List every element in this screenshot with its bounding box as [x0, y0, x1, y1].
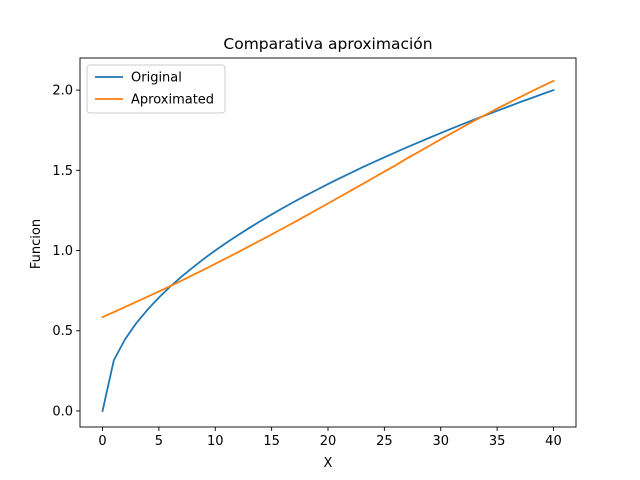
y-tick-label: 0.5 — [52, 324, 73, 339]
x-tick-label: 25 — [376, 434, 393, 449]
x-tick-label: 15 — [263, 434, 280, 449]
legend-label-aproximated: Aproximated — [131, 93, 214, 108]
legend-label-original: Original — [131, 71, 182, 86]
x-tick-label: 20 — [320, 434, 337, 449]
x-tick-label: 40 — [545, 434, 562, 449]
y-tick-label: 2.0 — [52, 84, 73, 99]
x-tick-label: 5 — [155, 434, 163, 449]
x-tick-label: 10 — [207, 434, 224, 449]
y-tick-label: 1.5 — [52, 164, 73, 179]
x-tick-label: 30 — [432, 434, 449, 449]
y-tick-label: 1.0 — [52, 244, 73, 259]
y-tick-label: 0.0 — [52, 404, 73, 419]
chart-title: Comparativa aproximación — [223, 35, 432, 53]
x-tick-label: 35 — [489, 434, 506, 449]
series-line-aproximated — [101, 79, 555, 319]
y-axis-label: Funcion — [29, 219, 44, 269]
plot-layer — [101, 79, 555, 413]
legend: Original Aproximated — [86, 64, 226, 114]
x-tick-label: 0 — [98, 434, 106, 449]
x-axis-label: X — [324, 456, 333, 471]
axes-layer: 0 5 10 15 20 25 30 35 40 0.0 0.5 1.0 1.5 2.0 — [52, 57, 577, 449]
